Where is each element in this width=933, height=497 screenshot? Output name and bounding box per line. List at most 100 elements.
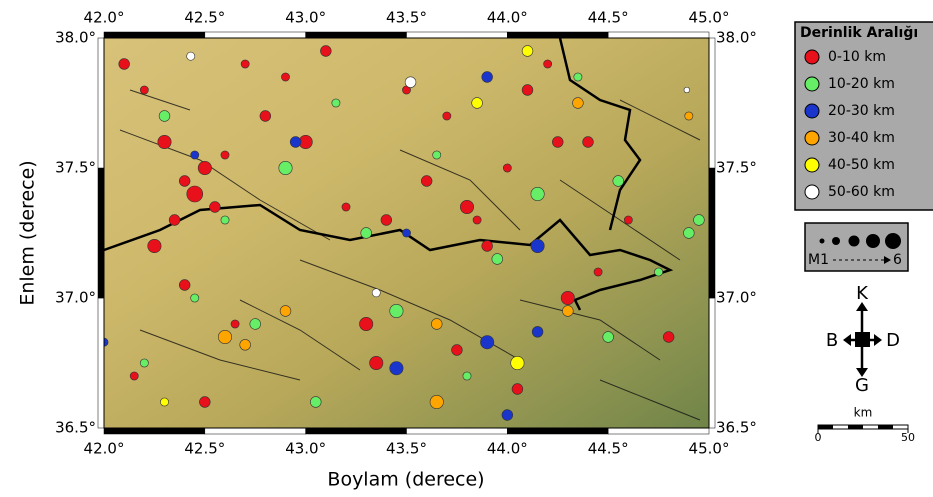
earthquake <box>532 326 543 337</box>
page: Boylam (derece) Enlem (derece) Derinlik … <box>0 0 933 493</box>
earthquake <box>654 268 662 276</box>
earthquake <box>684 87 690 93</box>
compass <box>843 302 882 377</box>
x-tick-label-top: 43.0° <box>285 9 326 27</box>
earthquake <box>502 410 513 421</box>
earthquake <box>492 254 503 265</box>
frame-segment <box>507 428 608 434</box>
compass-south: G <box>855 375 869 396</box>
earthquake <box>332 99 340 107</box>
earthquake <box>482 72 493 83</box>
earthquake <box>250 319 261 330</box>
earthquake <box>148 239 161 252</box>
earthquake <box>159 111 170 122</box>
earthquake <box>574 73 582 81</box>
earthquake <box>443 112 451 120</box>
frame-segment <box>608 32 709 38</box>
earthquake <box>561 291 574 304</box>
x-tick-label-bottom: 42.5° <box>184 440 225 458</box>
x-tick-label-top: 44.5° <box>588 9 629 27</box>
earthquake <box>511 356 524 369</box>
x-tick-label-bottom: 42.0° <box>84 440 125 458</box>
legend-marker <box>805 158 819 172</box>
y-axis-label: Enlem (derece) <box>17 160 39 305</box>
earthquake <box>281 73 289 81</box>
legend-marker <box>805 104 819 118</box>
earthquake <box>158 135 171 148</box>
legend-title: Derinlik Aralığı <box>800 25 918 41</box>
y-tick-label-left: 37.5° <box>55 159 96 177</box>
earthquake <box>187 186 203 202</box>
earthquake <box>531 187 544 200</box>
x-tick-label-top: 43.5° <box>386 9 427 27</box>
earthquake <box>463 372 471 380</box>
earthquake <box>179 176 190 187</box>
magnitude-max: 6 <box>893 252 902 268</box>
earthquake <box>342 203 350 211</box>
compass-north: K <box>856 283 869 304</box>
legend-label: 30-40 km <box>828 130 895 146</box>
frame-segment <box>608 428 709 434</box>
earthquake <box>372 289 380 297</box>
compass-east: D <box>886 330 900 351</box>
earthquake <box>573 98 584 109</box>
earthquake <box>320 46 331 57</box>
scale-label: 50 <box>901 431 915 444</box>
earthquake <box>199 397 210 408</box>
earthquake <box>405 77 416 88</box>
earthquake <box>482 241 493 252</box>
earthquake <box>241 60 249 68</box>
x-tick-label-bottom: 44.5° <box>588 440 629 458</box>
y-tick-label-right: 38.0° <box>716 29 757 47</box>
legend-marker <box>805 77 819 91</box>
earthquake <box>544 60 552 68</box>
earthquake <box>694 215 705 226</box>
frame-segment <box>709 168 715 298</box>
earthquake <box>433 151 441 159</box>
x-tick-label-top: 42.5° <box>184 9 225 27</box>
earthquake <box>562 306 573 317</box>
frame-segment <box>98 168 104 298</box>
earthquake <box>361 228 372 239</box>
earthquake <box>613 176 624 187</box>
earthquake <box>552 137 563 148</box>
frame-segment <box>98 38 104 168</box>
x-tick-label-top: 42.0° <box>84 9 125 27</box>
earthquake <box>231 320 239 328</box>
earthquake <box>179 280 190 291</box>
earthquake <box>359 317 372 330</box>
legend-marker <box>805 50 819 64</box>
frame-segment <box>104 32 205 38</box>
frame-segment <box>98 298 104 428</box>
earthquake <box>624 216 632 224</box>
y-tick-label-left: 38.0° <box>55 29 96 47</box>
x-tick-label-bottom: 44.0° <box>487 440 528 458</box>
earthquake <box>130 372 138 380</box>
scale-bar <box>818 425 908 429</box>
earthquake <box>279 161 292 174</box>
earthquake <box>402 229 410 237</box>
earthquake <box>310 397 321 408</box>
scale-unit: km <box>854 406 873 420</box>
earthquake <box>473 216 481 224</box>
earthquake <box>191 151 199 159</box>
legend-label: 0-10 km <box>828 49 886 65</box>
earthquake <box>210 202 221 213</box>
earthquake <box>198 161 211 174</box>
x-tick-label-bottom: 45.0° <box>689 440 730 458</box>
frame-segment <box>306 428 407 434</box>
y-tick-label-right: 36.5° <box>716 419 757 437</box>
earthquake <box>140 359 148 367</box>
frame-segment <box>306 32 407 38</box>
earthquake <box>221 216 229 224</box>
earthquake <box>421 176 432 187</box>
earthquake <box>503 164 511 172</box>
compass-west: B <box>826 330 838 351</box>
earthquake <box>160 398 168 406</box>
map-chart: Boylam (derece) Enlem (derece) Derinlik … <box>0 0 933 493</box>
earthquake <box>119 59 130 70</box>
frame-segment <box>709 38 715 168</box>
earthquake <box>381 215 392 226</box>
earthquake <box>663 332 674 343</box>
earthquake <box>370 356 383 369</box>
